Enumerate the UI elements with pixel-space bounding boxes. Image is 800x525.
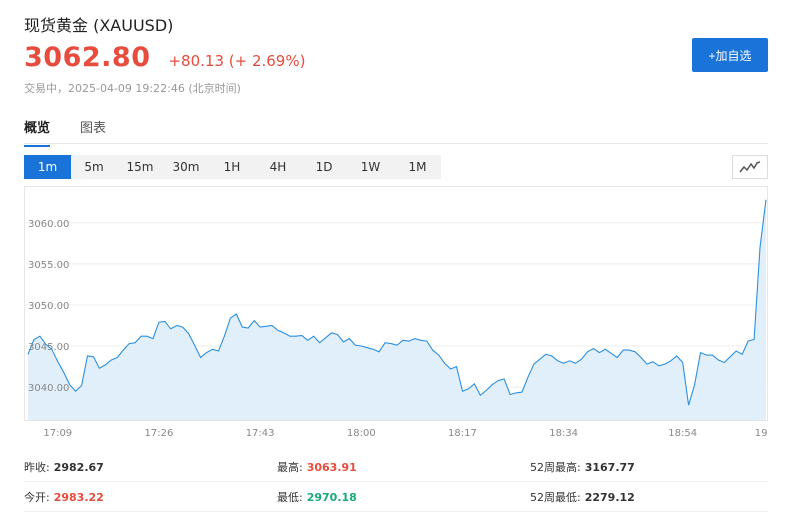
stats-panel: 昨收: 2982.67 最高: 3063.91 52周最高: 3167.77 今开: 2… <box>24 452 768 512</box>
period-1mo[interactable]: 1M <box>408 160 427 174</box>
price-chart[interactable]: 3040.00 3045.00 3050.00 3055.00 3060.00 17:09… <box>24 186 768 444</box>
stat-high: 最高: 3063.91 <box>277 461 357 474</box>
trading-status: 交易中，2025-04-09 19:22:46 (北京时间) <box>24 82 241 95</box>
period-1m[interactable]: 1m <box>24 155 71 179</box>
add-to-watchlist-button[interactable]: +加自选 <box>692 38 768 72</box>
y-tick-label: 3045.00 <box>28 342 69 353</box>
chart-type-button[interactable] <box>732 155 768 179</box>
stats-divider <box>24 511 768 512</box>
x-tick-label: 19:2 <box>755 428 768 439</box>
stat-open: 今开: 2983.22 <box>24 491 104 504</box>
price-chart-svg: 3040.00 3045.00 3050.00 3055.00 3060.00 17:09… <box>24 186 768 439</box>
page-title: 现货黄金 (XAUUSD) <box>24 16 174 35</box>
tab-overview[interactable]: 概览 <box>24 117 51 147</box>
x-tick-label: 17:26 <box>145 428 174 439</box>
view-tabs: 概览 图表 <box>24 117 136 147</box>
period-15m[interactable]: 15m <box>126 160 154 174</box>
period-selector: 1m 5m 15m 30m 1H 4H 1D 1W 1M <box>24 155 441 179</box>
stat-prev-close: 昨收: 2982.67 <box>24 461 104 474</box>
tab-chart[interactable]: 图表 <box>80 121 107 136</box>
y-tick-label: 3055.00 <box>28 260 69 271</box>
y-tick-label: 3050.00 <box>28 301 69 312</box>
period-5m[interactable]: 5m <box>84 160 104 174</box>
period-1w[interactable]: 1W <box>360 160 381 174</box>
x-tick-label: 18:00 <box>347 428 376 439</box>
x-tick-label: 18:54 <box>668 428 697 439</box>
price-line <box>27 199 767 406</box>
y-tick-label: 3060.00 <box>28 219 69 230</box>
stat-52w-high: 52周最高: 3167.77 <box>530 461 635 474</box>
x-tick-label: 17:43 <box>246 428 275 439</box>
tabs-divider <box>24 143 768 144</box>
x-tick-label: 18:34 <box>549 428 578 439</box>
period-1d[interactable]: 1D <box>315 160 333 174</box>
price-area <box>28 199 766 420</box>
period-1h[interactable]: 1H <box>223 160 241 174</box>
stat-52w-low: 52周最低: 2279.12 <box>530 491 635 504</box>
stats-row: 今开: 2983.22 最低: 2970.18 52周最低: 2279.12 <box>24 482 768 512</box>
x-tick-label: 17:09 <box>43 428 72 439</box>
stats-row: 昨收: 2982.67 最高: 3063.91 52周最高: 3167.77 <box>24 452 768 482</box>
price-row: 3062.80 +80.13 (+ 2.69%) <box>24 42 305 73</box>
current-price: 3062.80 <box>24 42 151 73</box>
period-4h[interactable]: 4H <box>269 160 287 174</box>
x-tick-label: 18:17 <box>448 428 477 439</box>
y-tick-label: 3040.00 <box>28 383 69 394</box>
period-30m[interactable]: 30m <box>172 160 200 174</box>
stats-divider <box>24 481 768 482</box>
stat-low: 最低: 2970.18 <box>277 491 357 504</box>
price-change: +80.13 (+ 2.69%) <box>168 52 306 70</box>
line-chart-icon <box>739 161 761 173</box>
